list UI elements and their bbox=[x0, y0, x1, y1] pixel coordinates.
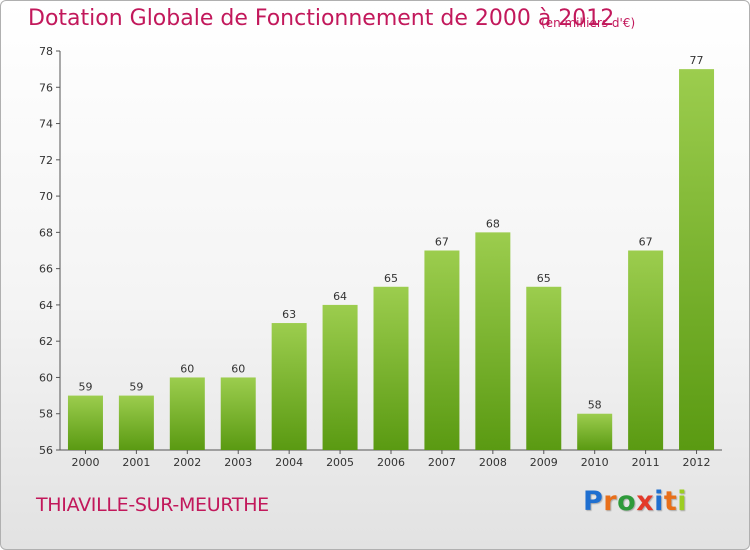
y-tick-label: 68 bbox=[39, 226, 53, 239]
y-tick-label: 60 bbox=[39, 371, 53, 384]
proxiti-logo[interactable]: Proxiti bbox=[583, 486, 687, 517]
x-tick-label: 2008 bbox=[479, 456, 507, 469]
chart-subtitle: (en milliers d'€) bbox=[541, 16, 636, 30]
value-label-2003: 60 bbox=[231, 362, 245, 375]
bar-2006 bbox=[373, 286, 409, 450]
x-tick-label: 2007 bbox=[428, 456, 456, 469]
value-label-2004: 63 bbox=[282, 308, 296, 321]
chart-bars bbox=[67, 69, 715, 451]
bar-2012 bbox=[679, 69, 715, 451]
chart-labels: 2000 59 2001 59 2002 60 2003 60 2004 63 2005 64 2006… bbox=[71, 54, 710, 469]
value-label-2000: 59 bbox=[78, 381, 92, 394]
logo-letter: r bbox=[603, 486, 618, 517]
value-label-2008: 68 bbox=[486, 217, 500, 230]
value-label-2005: 64 bbox=[333, 290, 347, 303]
value-label-2006: 65 bbox=[384, 272, 398, 285]
bar-2003 bbox=[220, 377, 256, 450]
bar-2000 bbox=[67, 395, 103, 450]
y-tick-label: 70 bbox=[39, 190, 53, 203]
commune-name: THIAVILLE-SUR-MEURTHE bbox=[36, 494, 269, 516]
y-tick-label: 56 bbox=[39, 444, 53, 457]
value-label-2009: 65 bbox=[537, 272, 551, 285]
bar-2002 bbox=[169, 377, 205, 450]
value-label-2002: 60 bbox=[180, 362, 194, 375]
logo-letter: t bbox=[663, 486, 678, 517]
x-tick-label: 2000 bbox=[71, 456, 99, 469]
x-tick-label: 2001 bbox=[122, 456, 150, 469]
y-tick-label: 58 bbox=[39, 408, 53, 421]
y-tick-label: 72 bbox=[39, 154, 53, 167]
bar-2007 bbox=[424, 250, 460, 450]
chart-title: Dotation Globale de Fonctionnement de 20… bbox=[28, 6, 615, 31]
bar-2010 bbox=[577, 413, 613, 450]
y-tick-label: 78 bbox=[39, 45, 53, 58]
x-tick-label: 2009 bbox=[530, 456, 558, 469]
x-tick-label: 2011 bbox=[632, 456, 660, 469]
x-tick-label: 2003 bbox=[224, 456, 252, 469]
x-tick-label: 2005 bbox=[326, 456, 354, 469]
bar-2004 bbox=[271, 323, 307, 450]
x-tick-label: 2004 bbox=[275, 456, 303, 469]
x-tick-label: 2010 bbox=[581, 456, 609, 469]
y-tick-label: 74 bbox=[39, 118, 53, 131]
value-label-2010: 58 bbox=[588, 399, 602, 412]
bar-2011 bbox=[628, 250, 664, 450]
value-label-2001: 59 bbox=[129, 381, 143, 394]
logo-letter: o bbox=[617, 486, 637, 517]
y-tick-label: 62 bbox=[39, 335, 53, 348]
x-tick-label: 2002 bbox=[173, 456, 201, 469]
y-tick-label: 66 bbox=[39, 263, 53, 276]
value-label-2012: 77 bbox=[690, 54, 704, 67]
bar-2009 bbox=[526, 286, 562, 450]
logo-letter: i bbox=[654, 486, 664, 517]
y-tick-label: 76 bbox=[39, 81, 53, 94]
logo-letter: i bbox=[677, 486, 688, 517]
y-tick-label: 64 bbox=[39, 299, 53, 312]
x-tick-label: 2006 bbox=[377, 456, 405, 469]
value-label-2007: 67 bbox=[435, 236, 449, 249]
x-tick-label: 2012 bbox=[683, 456, 711, 469]
logo-letter: P bbox=[583, 486, 604, 517]
logo-letter: x bbox=[636, 486, 655, 517]
value-label-2011: 67 bbox=[639, 236, 653, 249]
bar-2005 bbox=[322, 304, 358, 450]
bar-2008 bbox=[475, 232, 511, 450]
bar-2001 bbox=[118, 395, 154, 450]
